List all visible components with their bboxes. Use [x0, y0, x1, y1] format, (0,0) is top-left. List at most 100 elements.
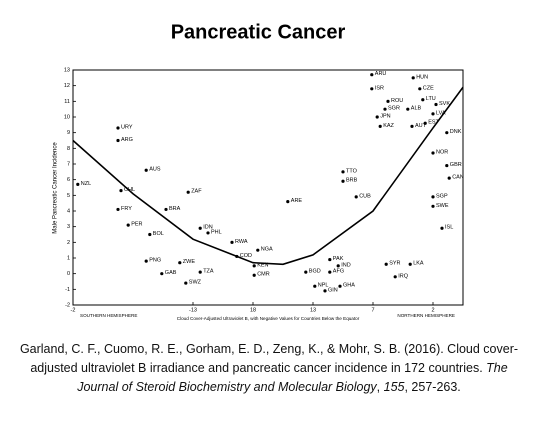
fit-curve: [72, 86, 464, 266]
y-tick-label: 3: [67, 224, 70, 230]
data-point: [304, 270, 308, 274]
point-label: PHL: [211, 229, 222, 235]
y-tick-label: 0: [67, 271, 70, 277]
data-point: [178, 261, 182, 265]
y-tick-label: -2: [65, 302, 70, 308]
data-point: [336, 264, 340, 268]
data-point: [126, 223, 130, 227]
point-label: CMR: [257, 272, 270, 278]
data-point: [252, 264, 256, 268]
data-point: [198, 226, 202, 230]
data-point: [418, 87, 422, 91]
y-tick-label: 7: [67, 161, 70, 167]
data-point: [370, 87, 374, 91]
y-tick-label: 13: [64, 67, 70, 73]
data-point: [440, 226, 444, 230]
data-point: [445, 163, 449, 168]
point-label: GAB: [165, 270, 177, 276]
x-tick-label: -2: [71, 307, 76, 313]
data-point: [370, 73, 374, 77]
point-label: NZL: [81, 181, 91, 187]
point-label: AFG: [333, 269, 344, 275]
y-tick-label: 10: [64, 114, 70, 120]
x-axis-label: Cloud Cover-Adjusted Ultraviolet B, with…: [177, 316, 360, 321]
point-label: CHL: [124, 187, 135, 193]
x-tick-label: 13: [310, 307, 316, 313]
x-tick-label: 2: [431, 307, 434, 313]
point-label: GIN: [328, 287, 338, 293]
point-label: ZAF: [191, 189, 202, 195]
data-point: [160, 272, 164, 276]
plot-frame: [72, 69, 464, 306]
data-point: [341, 170, 345, 174]
citation-text: ,: [376, 380, 384, 394]
data-point: [164, 207, 168, 212]
data-point: [410, 124, 414, 128]
point-label: URY: [121, 124, 133, 130]
data-point: [354, 195, 358, 199]
x-tick-label: -13: [189, 307, 197, 313]
point-label: PAK: [333, 256, 344, 262]
chart: Pancreatic Cancer Male Pancreatic Cancer…: [53, 21, 464, 321]
point-label: PER: [131, 222, 142, 228]
y-tick-label: 1: [67, 255, 70, 261]
y-tick-label: 4: [67, 208, 70, 214]
point-label: BGD: [309, 269, 321, 275]
data-point: [431, 151, 435, 155]
point-label: NPL: [318, 283, 329, 289]
data-point: [119, 189, 123, 193]
data-point: [445, 131, 449, 135]
data-point: [434, 102, 438, 107]
data-point: [328, 270, 332, 274]
point-label: IDN: [203, 225, 213, 231]
data-point: [384, 262, 388, 266]
point-label: ISR: [375, 85, 384, 91]
data-point: [393, 275, 397, 279]
point-label: COD: [240, 253, 252, 259]
point-label: BRA: [169, 206, 181, 212]
data-point: [184, 281, 188, 285]
point-label: SWZ: [189, 280, 202, 286]
citation-text: , 257-263.: [404, 380, 461, 394]
point-label: LTU: [426, 96, 436, 102]
point-label: FRY: [121, 206, 132, 212]
data-point: [235, 254, 239, 259]
point-label: ISL: [445, 225, 453, 231]
point-label: SWE: [436, 203, 449, 209]
y-tick-label: 6: [67, 177, 70, 183]
citation-journal: The Journal of Steroid Biochemistry and …: [77, 361, 508, 394]
citation-volume: 155: [383, 380, 405, 394]
data-point: [186, 190, 190, 194]
point-label: TTO: [346, 168, 358, 174]
data-point: [286, 200, 290, 204]
y-tick-label: -1: [65, 287, 70, 293]
data-point: [378, 124, 382, 128]
data-point: [76, 182, 80, 186]
point-label: BRB: [346, 178, 358, 184]
point-label: CAN: [452, 175, 464, 181]
point-label: CUB: [359, 193, 371, 199]
x-right-note: NORTHERN HEMISPHERE: [397, 313, 455, 318]
point-label: ARG: [121, 137, 133, 143]
data-point: [116, 138, 120, 143]
point-label: GBR: [450, 162, 462, 168]
point-label: ZWE: [183, 259, 196, 265]
data-point: [431, 204, 435, 208]
point-label: SGR: [388, 106, 400, 112]
point-label: LVA: [436, 110, 446, 116]
point-label: SYR: [389, 261, 400, 267]
point-label: SVK: [439, 101, 450, 107]
point-label: SGP: [436, 193, 448, 199]
data-point: [206, 231, 210, 235]
point-label: PNG: [149, 258, 161, 264]
y-tick-label: 12: [64, 83, 70, 89]
point-label: HUN: [416, 74, 428, 80]
data-point: [431, 195, 435, 199]
point-label: AUS: [149, 167, 161, 173]
x-left-note: SOUTHERN HEMISPHERE: [80, 313, 137, 318]
point-label: NOR: [436, 149, 448, 155]
data-point: [408, 262, 412, 266]
data-point: [144, 168, 148, 172]
point-label: DNK: [450, 129, 462, 135]
